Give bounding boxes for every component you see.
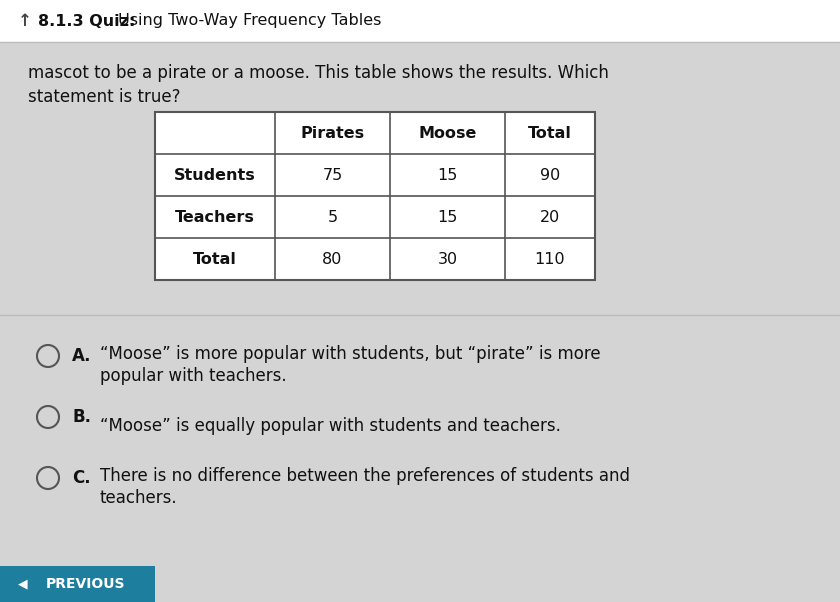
- Bar: [0, 0, 840, 42]
- Text: 15: 15: [438, 209, 458, 225]
- Text: Total: Total: [193, 252, 237, 267]
- Text: statement is true?: statement is true?: [28, 88, 181, 106]
- Text: mascot to be a pirate or a moose. This table shows the results. Which: mascot to be a pirate or a moose. This t…: [28, 64, 609, 82]
- Text: 15: 15: [438, 167, 458, 182]
- Text: “Moose” is equally popular with students and teachers.: “Moose” is equally popular with students…: [100, 417, 561, 435]
- Text: Pirates: Pirates: [301, 125, 365, 140]
- Text: PREVIOUS: PREVIOUS: [45, 577, 125, 591]
- Text: C.: C.: [72, 469, 91, 487]
- Text: 20: 20: [540, 209, 560, 225]
- Text: Using Two-Way Frequency Tables: Using Two-Way Frequency Tables: [113, 13, 381, 28]
- Text: 8.1.3 Quiz:: 8.1.3 Quiz:: [38, 13, 135, 28]
- Text: There is no difference between the preferences of students and: There is no difference between the prefe…: [100, 467, 630, 485]
- Text: Total: Total: [528, 125, 572, 140]
- Text: Moose: Moose: [418, 125, 476, 140]
- Text: 5: 5: [328, 209, 338, 225]
- Bar: [0, 566, 155, 602]
- Text: 90: 90: [540, 167, 560, 182]
- Text: 75: 75: [323, 167, 343, 182]
- Text: ◀: ◀: [18, 577, 28, 591]
- Text: teachers.: teachers.: [100, 489, 177, 507]
- Text: 80: 80: [323, 252, 343, 267]
- Text: Teachers: Teachers: [175, 209, 255, 225]
- Bar: [155, 112, 595, 280]
- Text: “Moose” is more popular with students, but “pirate” is more: “Moose” is more popular with students, b…: [100, 345, 601, 363]
- Text: 30: 30: [438, 252, 458, 267]
- Text: popular with teachers.: popular with teachers.: [100, 367, 286, 385]
- Text: ↑: ↑: [18, 12, 32, 30]
- Text: B.: B.: [72, 408, 91, 426]
- Text: Students: Students: [174, 167, 256, 182]
- Text: 110: 110: [535, 252, 565, 267]
- Text: A.: A.: [72, 347, 92, 365]
